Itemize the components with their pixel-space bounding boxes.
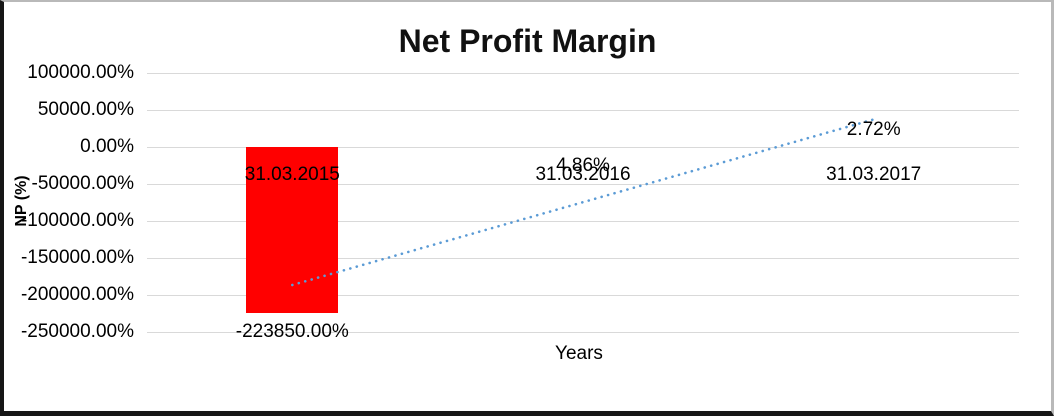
category-label: 31.03.2016 [535, 164, 631, 185]
y-tick-label: -250000.00% [20, 321, 134, 342]
gridline [147, 110, 1019, 111]
y-tick-label: 100000.00% [27, 62, 134, 83]
y-tick-label: -200000.00% [20, 284, 134, 305]
category-label: 31.03.2015 [244, 164, 340, 185]
trendline [290, 118, 876, 287]
data-label: 2.72% [846, 119, 901, 141]
y-tick-label: -100000.00% [20, 210, 134, 231]
y-tick-label: 50000.00% [37, 99, 134, 120]
y-tick-label: -150000.00% [20, 247, 134, 268]
gridline [147, 295, 1019, 296]
y-axis-title: NP (%) [13, 175, 30, 227]
category-label: 31.03.2017 [826, 164, 922, 185]
data-label: 4.86% [556, 155, 610, 176]
x-axis-title: Years [555, 343, 603, 364]
y-tick-label: -50000.00% [31, 173, 134, 194]
y-tick-label: 0.00% [80, 136, 134, 157]
gridline [147, 332, 1019, 333]
chart-title: Net Profit Margin [398, 23, 657, 59]
data-label: -223850.00% [235, 320, 349, 342]
gridline [147, 73, 1019, 74]
